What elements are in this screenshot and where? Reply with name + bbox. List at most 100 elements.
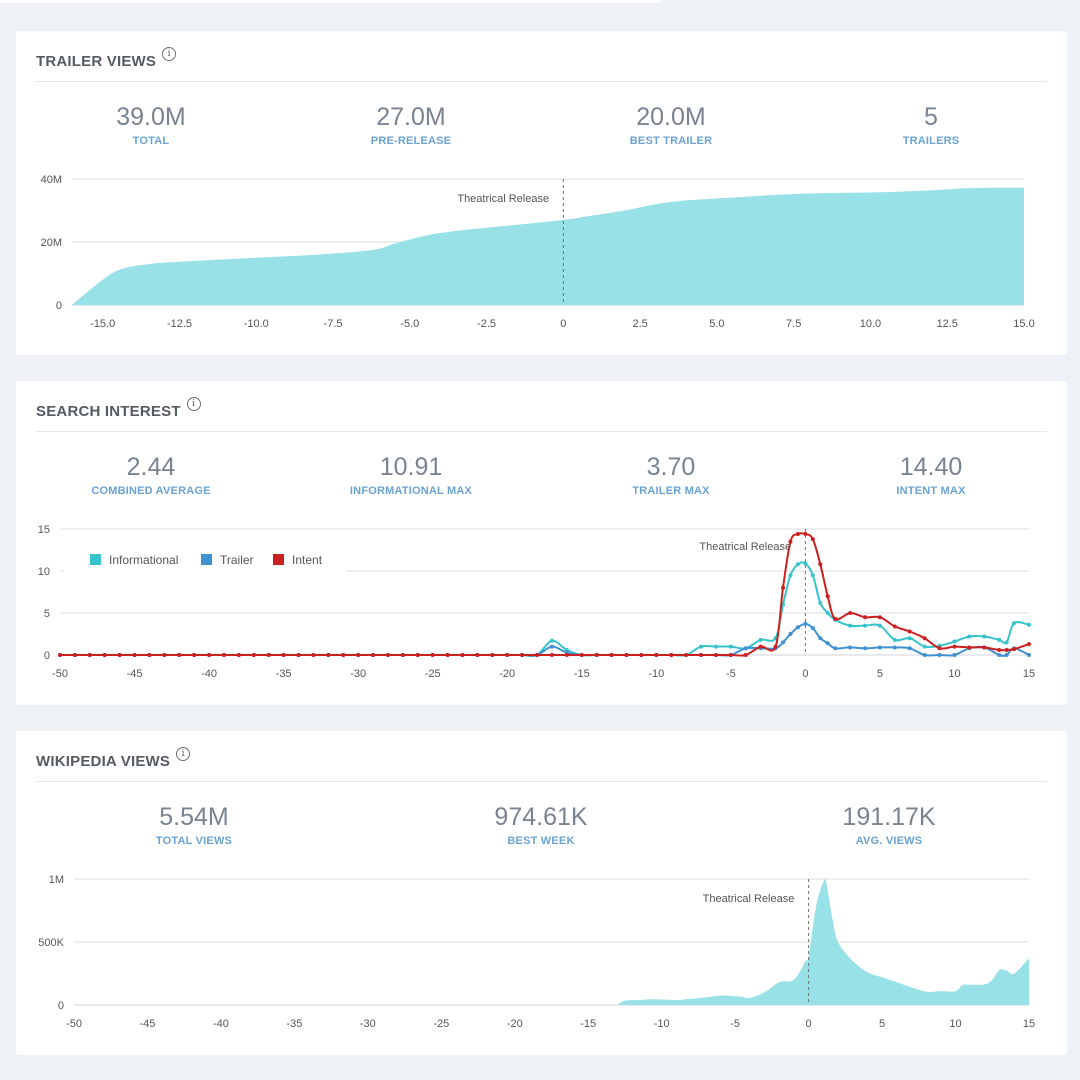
area-series [617,878,1029,1005]
data-point [400,653,405,657]
card-title: WIKIPEDIA VIEWS i [36,747,191,770]
data-point [535,653,540,657]
data-point [758,644,763,649]
data-point [810,573,815,578]
data-point [818,562,823,567]
data-point [654,653,659,657]
legend-label: Intent [292,553,323,567]
data-point [669,653,674,657]
release-label: Theatrical Release [457,193,549,205]
data-point [549,644,554,649]
data-point [415,653,420,657]
data-point [803,561,808,566]
stat-value: 14.40 [899,453,963,481]
x-tick-label: -25 [425,668,441,680]
data-point [713,653,718,657]
data-point [997,637,1002,642]
data-point [810,626,815,631]
stat-total-views: 5.54M TOTAL VIEWS [64,803,324,847]
data-point [758,637,763,642]
x-tick-label: -5 [726,668,736,680]
data-point [848,645,853,650]
card-title: TRAILER VIEWS i [36,47,177,70]
data-point [192,653,197,657]
legend-swatch [273,554,284,565]
y-tick-label: 5 [44,608,50,620]
stat-value: 10.91 [379,453,443,481]
data-point [1012,621,1017,626]
legend-label: Trailer [220,553,254,567]
data-point [430,653,435,657]
data-point [356,653,361,657]
data-point [788,539,793,544]
y-tick-label: 20M [41,237,62,249]
stat-best-week: 974.61K BEST WEEK [411,803,671,847]
x-tick-label: 5 [877,668,883,680]
info-icon[interactable]: i [176,747,191,761]
data-point [505,653,510,657]
data-point [251,653,256,657]
data-point [639,653,644,657]
data-point [982,634,987,639]
info-icon[interactable]: i [162,47,177,61]
data-point [818,636,823,641]
data-point [907,646,912,651]
data-point [803,621,808,626]
data-point [221,653,226,657]
data-point [490,653,495,657]
data-point [997,653,1002,657]
data-point [982,645,987,650]
y-tick-label: 15 [38,524,50,536]
x-tick-label: -30 [350,668,366,680]
data-point [922,653,927,657]
search-interest-card: SEARCH INTEREST i 2.44 COMBINED AVERAGE 10… [16,381,1067,705]
data-point [967,634,972,639]
x-tick-label: -40 [201,668,217,680]
stat-label: PRE-RELEASE [370,135,452,147]
data-point [877,615,882,620]
x-tick-label: 15 [1023,668,1035,680]
x-tick-label: 7.5 [786,318,801,330]
data-point [549,653,554,657]
data-point [58,653,62,657]
x-tick-label: -20 [499,668,515,680]
divider [36,81,1047,82]
data-point [728,653,733,657]
data-point [877,623,882,628]
stat-label: AVG. VIEWS [855,835,923,847]
data-point [1004,640,1009,645]
y-tick-label: 10 [38,566,50,578]
stat-value: 2.44 [126,453,176,481]
stat-trailers: 5 TRAILERS [801,103,1061,147]
data-point [892,637,897,642]
x-tick-label: -2.5 [477,318,496,330]
data-point [818,600,823,605]
data-point [795,532,800,537]
data-point [624,653,629,657]
data-point [743,653,748,657]
data-point [788,573,793,578]
data-point [781,585,786,590]
data-point [341,653,346,657]
x-tick-label: -15 [574,668,590,680]
trailer-views-card: TRAILER VIEWS i 39.0M TOTAL 27.0M PRE-RELEA… [16,31,1067,355]
x-tick-label: 2.5 [632,318,647,330]
data-point [87,653,92,657]
x-tick-label: -12.5 [167,318,192,330]
info-icon[interactable]: i [186,397,201,411]
data-point [937,646,942,651]
stat-value: 3.70 [646,453,696,481]
stat-best-trailer: 20.0M BEST TRAILER [541,103,801,147]
data-point [594,653,599,657]
wikipedia-views-card: WIKIPEDIA VIEWS i 5.54M TOTAL VIEWS 974.61… [16,731,1067,1055]
data-point [795,562,800,567]
x-tick-label: -15 [580,1018,596,1030]
x-tick-label: -50 [52,668,68,680]
data-point [564,653,569,657]
x-tick-label: -7.5 [324,318,343,330]
data-point [699,653,704,657]
x-tick-label: 5.0 [709,318,724,330]
data-point [825,611,830,615]
y-tick-label: 40M [41,174,62,186]
data-point [72,653,77,657]
